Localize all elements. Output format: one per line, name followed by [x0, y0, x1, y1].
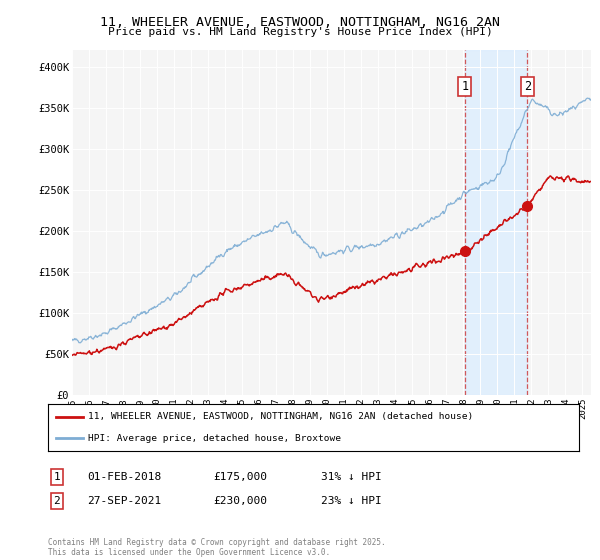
Text: 1: 1	[461, 80, 469, 93]
Text: 2: 2	[53, 496, 61, 506]
Text: £175,000: £175,000	[213, 472, 267, 482]
Text: 27-SEP-2021: 27-SEP-2021	[87, 496, 161, 506]
Text: 1: 1	[53, 472, 61, 482]
Text: Price paid vs. HM Land Registry's House Price Index (HPI): Price paid vs. HM Land Registry's House …	[107, 27, 493, 38]
Text: 01-FEB-2018: 01-FEB-2018	[87, 472, 161, 482]
Text: £230,000: £230,000	[213, 496, 267, 506]
Bar	[465, 50, 527, 395]
Text: Contains HM Land Registry data © Crown copyright and database right 2025.
This d: Contains HM Land Registry data © Crown c…	[48, 538, 386, 557]
Text: 23% ↓ HPI: 23% ↓ HPI	[321, 496, 382, 506]
Text: HPI: Average price, detached house, Broxtowe: HPI: Average price, detached house, Brox…	[88, 434, 341, 443]
Text: 11, WHEELER AVENUE, EASTWOOD, NOTTINGHAM, NG16 2AN: 11, WHEELER AVENUE, EASTWOOD, NOTTINGHAM…	[100, 16, 500, 29]
Text: 31% ↓ HPI: 31% ↓ HPI	[321, 472, 382, 482]
Text: 2: 2	[524, 80, 531, 93]
Text: 11, WHEELER AVENUE, EASTWOOD, NOTTINGHAM, NG16 2AN (detached house): 11, WHEELER AVENUE, EASTWOOD, NOTTINGHAM…	[88, 412, 473, 421]
